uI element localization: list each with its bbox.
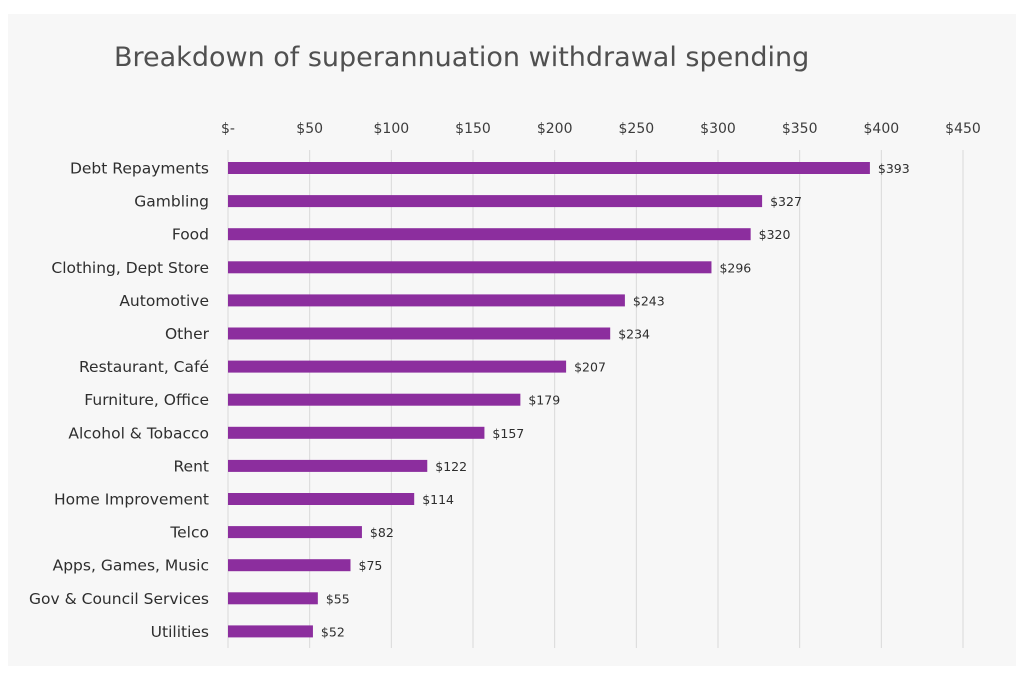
category-label: Telco (169, 524, 209, 542)
x-tick-label: $150 (455, 121, 491, 137)
bar (228, 261, 712, 274)
bar (228, 360, 567, 373)
bar (228, 625, 313, 638)
x-tick-label: $250 (619, 121, 655, 137)
category-label: Other (165, 325, 210, 343)
x-tick-label: $- (221, 121, 235, 137)
category-label: Debt Repayments (70, 160, 209, 178)
bar (228, 592, 318, 605)
data-label: $179 (528, 393, 560, 408)
x-tick-label: $400 (864, 121, 900, 137)
data-label: $82 (370, 525, 394, 540)
bar (228, 493, 415, 505)
data-label: $320 (759, 227, 791, 242)
category-label: Utilities (151, 623, 209, 641)
data-labels: $393 $327 $320 $296 $243 $234 $207 $179 $157 $122… (321, 161, 910, 639)
x-tick-label: $350 (782, 121, 818, 137)
bar (228, 393, 521, 406)
bars (228, 162, 870, 638)
category-label: Apps, Games, Music (53, 557, 209, 575)
bar (228, 195, 763, 208)
data-label: $157 (492, 426, 524, 441)
bar (228, 559, 351, 572)
bar (228, 162, 870, 174)
category-label: Clothing, Dept Store (51, 259, 209, 277)
x-tick-label: $200 (537, 121, 573, 137)
category-label: Restaurant, Café (79, 358, 209, 376)
data-label: $114 (422, 492, 454, 507)
data-label: $234 (618, 327, 650, 342)
data-label: $75 (359, 558, 383, 573)
category-label: Food (172, 226, 209, 244)
x-tick-label: $450 (945, 121, 981, 137)
data-label: $243 (633, 293, 665, 308)
x-axis-tick-labels: $- $50 $100 $150 $200 $250 $300 $350 $400 $450 (221, 121, 981, 137)
bar (228, 526, 362, 539)
category-label: Rent (173, 457, 209, 475)
data-label: $327 (770, 194, 802, 209)
category-label: Home Improvement (54, 491, 209, 509)
category-label: Alcohol & Tobacco (68, 424, 209, 442)
chart-title: Breakdown of superannuation withdrawal s… (114, 42, 810, 73)
bar (228, 459, 428, 472)
data-label: $122 (435, 459, 467, 474)
category-label: Gambling (134, 193, 209, 211)
category-labels: Debt Repayments Gambling Food Clothing, Dep… (29, 160, 210, 641)
data-label: $52 (321, 624, 345, 639)
category-label: Furniture, Office (84, 391, 209, 409)
bar (228, 228, 751, 241)
data-label: $296 (719, 260, 751, 275)
x-tick-label: $300 (700, 121, 736, 137)
data-label: $207 (574, 360, 606, 375)
category-label: Automotive (119, 292, 209, 310)
bar (228, 327, 611, 340)
x-tick-label: $100 (374, 121, 410, 137)
bar (228, 426, 485, 439)
bar (228, 294, 625, 307)
data-label: $55 (326, 591, 350, 606)
chart-background (8, 14, 1016, 666)
x-tick-label: $50 (296, 121, 323, 137)
category-label: Gov & Council Services (29, 590, 209, 608)
data-label: $393 (878, 161, 910, 176)
